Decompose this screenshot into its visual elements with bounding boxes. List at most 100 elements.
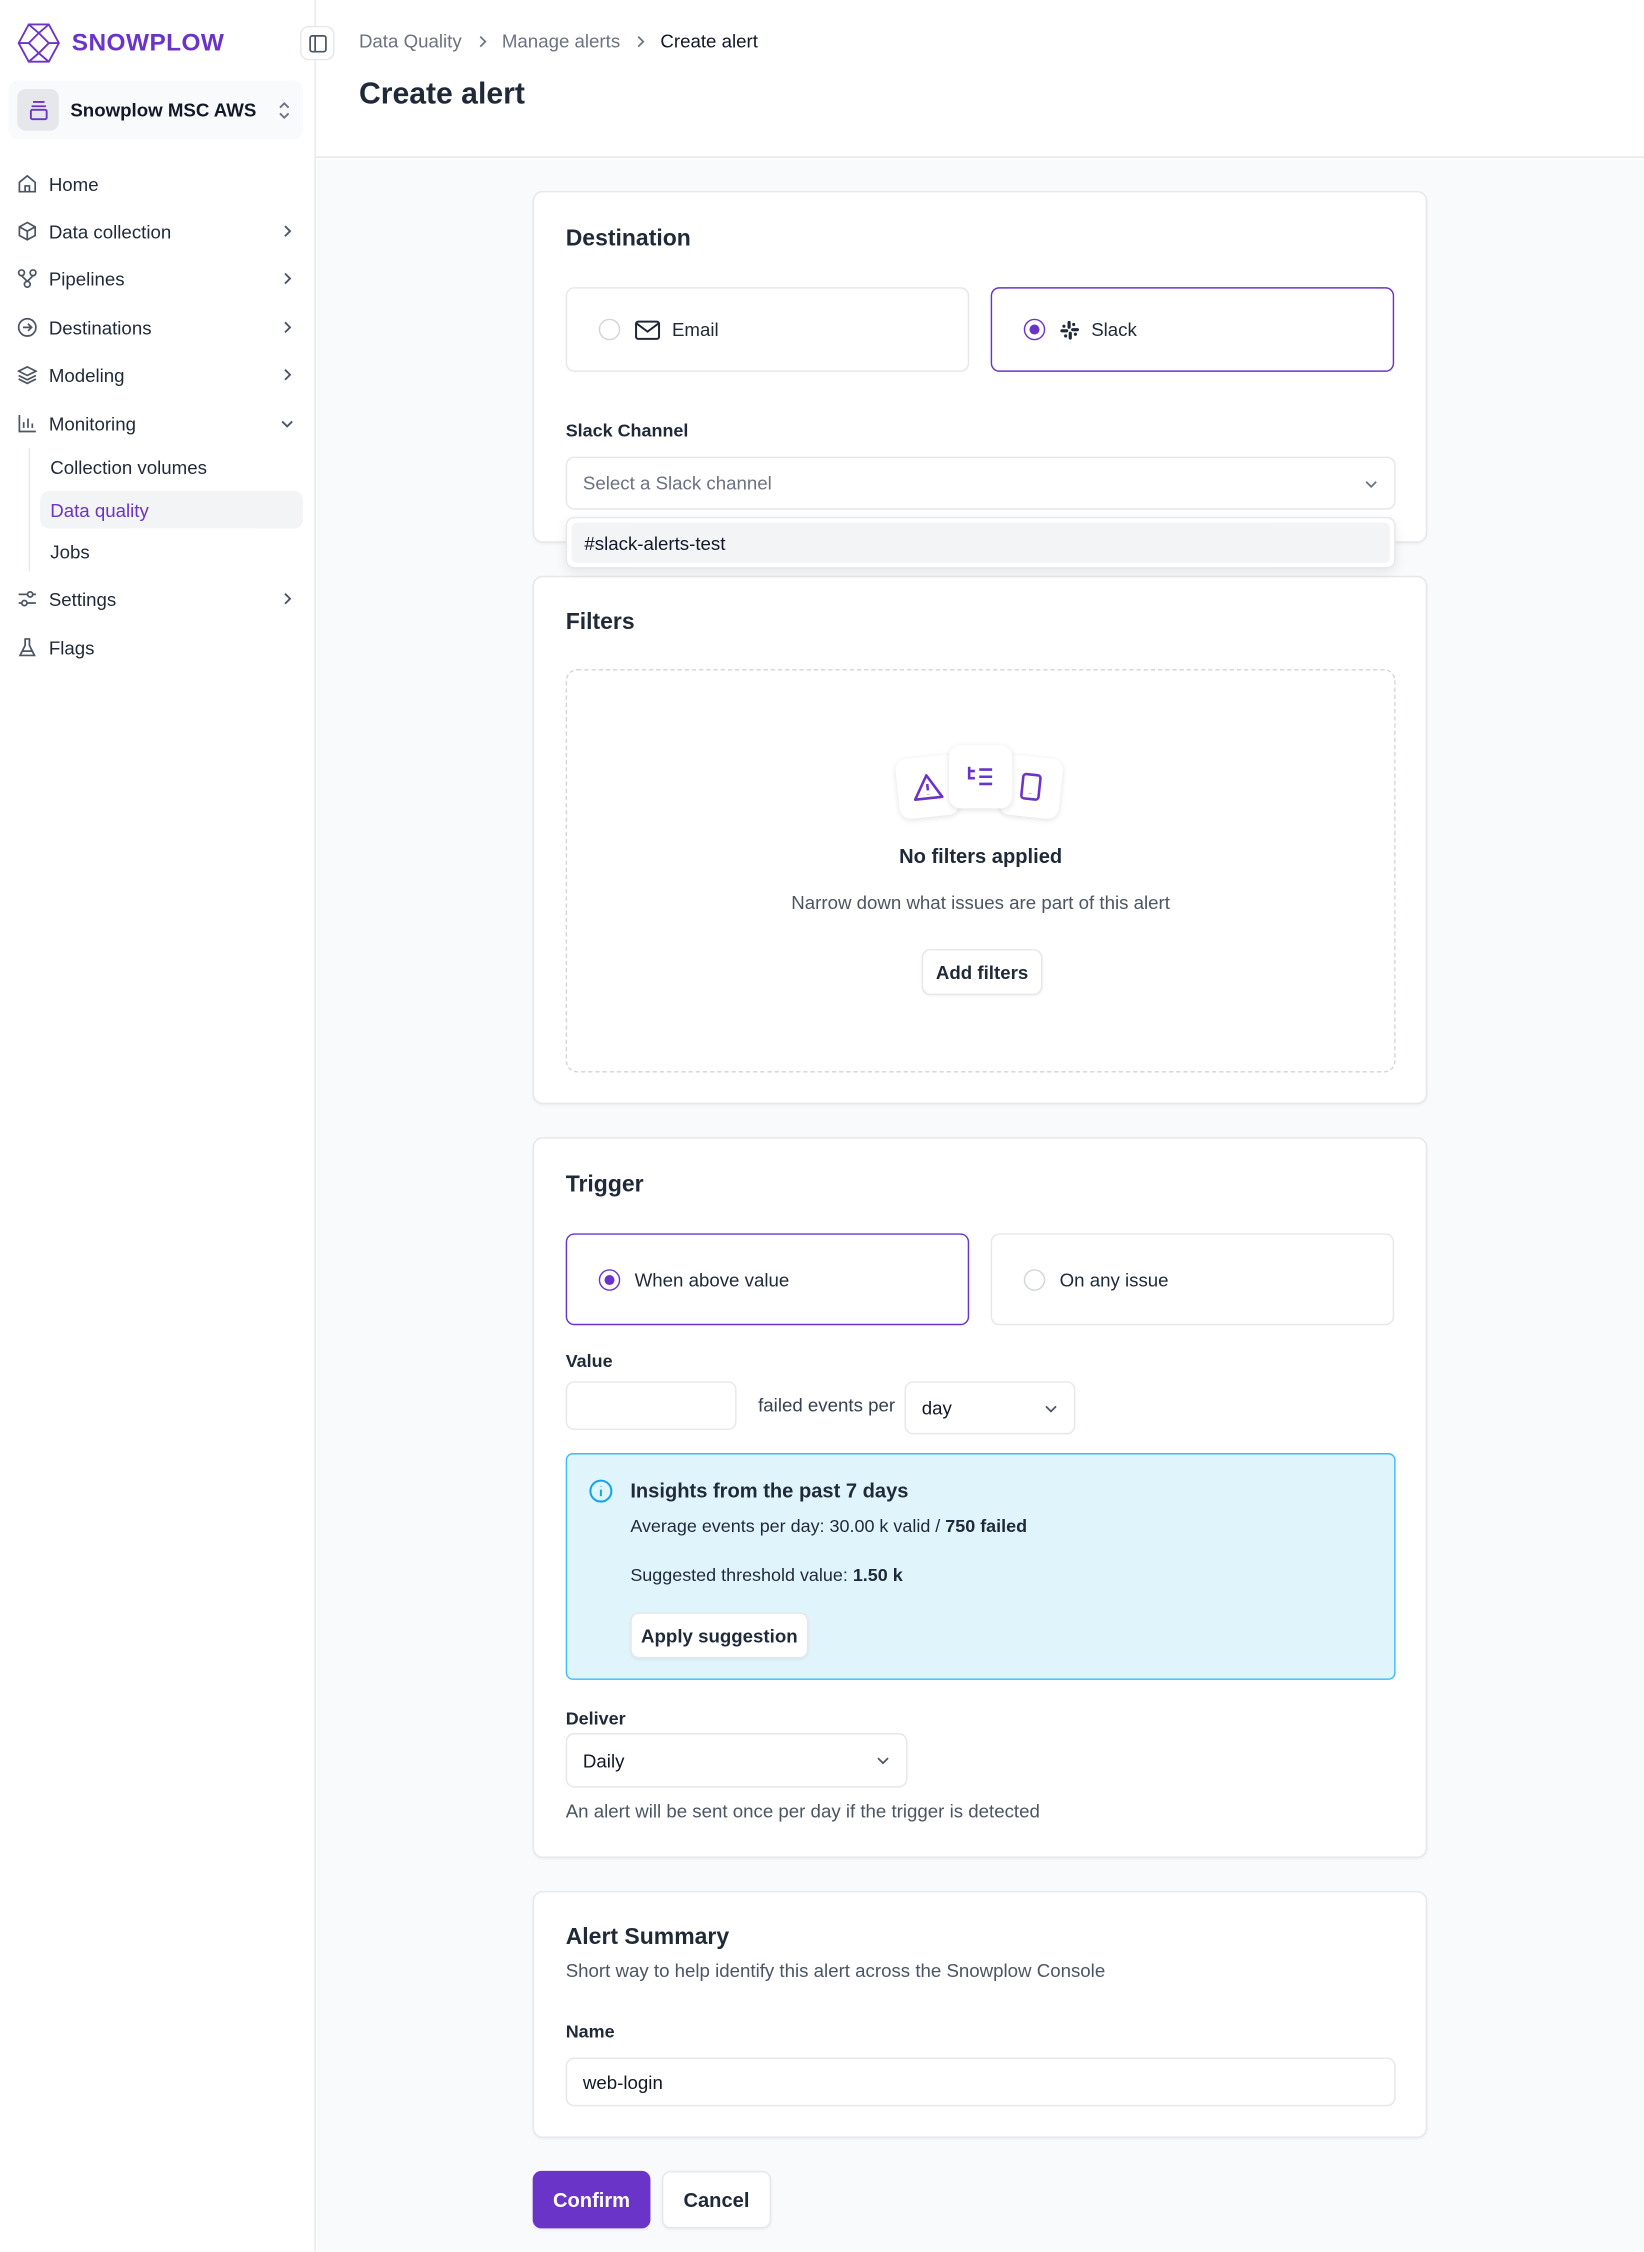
sidebar-item-data-quality[interactable]: Data quality <box>40 491 303 529</box>
sidebar-toggle-button[interactable] <box>300 25 335 61</box>
sidebar-item-label: Data collection <box>48 220 172 242</box>
radio-email[interactable] <box>598 318 621 341</box>
radio-any-issue[interactable] <box>1023 1268 1046 1291</box>
radio-above-value[interactable] <box>598 1268 621 1291</box>
insights-suggestion: Suggested threshold value: 1.50 k <box>630 1565 902 1585</box>
arrow-circle-icon <box>17 317 37 337</box>
deliver-help: An alert will be sent once per day if th… <box>565 1800 1040 1823</box>
chevron-right-icon <box>637 35 645 47</box>
option-label: On any issue <box>1059 1268 1169 1291</box>
sidebar-item-label: Jobs <box>50 540 90 563</box>
sidebar-item-label: Flags <box>48 636 95 659</box>
sidebar-item-settings[interactable]: Settings <box>9 580 303 617</box>
sidebar-item-label: Settings <box>48 587 117 610</box>
slack-channel-dropdown: #slack-alerts-test <box>565 516 1396 569</box>
section-title: Destination <box>565 226 691 252</box>
device-tile <box>997 753 1065 820</box>
home-icon <box>18 174 37 193</box>
option-label: Email <box>671 318 719 341</box>
filters-empty-state: No filters applied Narrow down what issu… <box>565 669 1396 1073</box>
trigger-card: Trigger When above value On any issue Va… <box>532 1137 1428 1858</box>
cube-icon <box>18 221 37 241</box>
sliders-icon <box>18 590 36 607</box>
empty-text: Narrow down what issues are part of this… <box>791 891 1170 914</box>
sidebar: SNOWPLOW Snowplow MSC AWS Home Data coll… <box>0 0 316 2252</box>
chevron-right-icon <box>284 369 292 381</box>
average-failed: 750 failed <box>945 1516 1028 1537</box>
radio-slack[interactable] <box>1023 318 1046 341</box>
sidebar-item-data-collection[interactable]: Data collection <box>9 212 303 249</box>
trigger-option-any-issue[interactable]: On any issue <box>990 1233 1395 1326</box>
trigger-option-above-value[interactable]: When above value <box>565 1233 970 1326</box>
dropdown-option[interactable]: #slack-alerts-test <box>571 522 1390 563</box>
cancel-button[interactable]: Cancel <box>661 2170 772 2229</box>
sidebar-item-modeling[interactable]: Modeling <box>9 356 303 393</box>
apply-suggestion-button[interactable]: Apply suggestion <box>630 1612 809 1659</box>
sidebar-panel-icon <box>308 34 327 52</box>
sidebar-item-destinations[interactable]: Destinations <box>9 309 303 346</box>
sidebar-item-label: Destinations <box>48 316 152 339</box>
per-text: failed events per <box>758 1394 896 1416</box>
section-title: Alert Summary <box>565 1925 730 1950</box>
page-header <box>315 0 1644 158</box>
sidebar-item-label: Data quality <box>50 498 149 521</box>
sidebar-item-jobs[interactable]: Jobs <box>40 533 303 570</box>
warning-icon <box>913 774 944 801</box>
logo[interactable]: SNOWPLOW <box>17 23 224 63</box>
breadcrumb-data-quality[interactable]: Data Quality <box>358 30 462 52</box>
sidebar-item-flags[interactable]: Flags <box>9 629 303 666</box>
flask-icon <box>18 638 36 657</box>
section-subtitle: Short way to help identify this alert ac… <box>565 1959 1106 1982</box>
insights-average: Average events per day: 30.00 k valid / … <box>630 1516 1027 1536</box>
sidebar-item-home[interactable]: Home <box>9 165 303 202</box>
org-switcher[interactable]: Snowplow MSC AWS <box>8 80 303 140</box>
sidebar-item-collection-volumes[interactable]: Collection volumes <box>40 448 303 485</box>
option-label: When above value <box>634 1268 790 1291</box>
list-tile <box>949 745 1013 809</box>
sidebar-item-label: Home <box>48 173 99 195</box>
tablet-icon <box>1020 772 1042 801</box>
sidebar-item-pipelines[interactable]: Pipelines <box>9 260 303 297</box>
average-text: Average events per day: 30.00 k valid / <box>630 1516 946 1537</box>
name-input[interactable]: web-login <box>565 2057 1396 2107</box>
bar-chart-icon <box>18 414 36 433</box>
chevron-right-icon <box>284 225 292 237</box>
sidebar-item-label: Monitoring <box>48 412 136 435</box>
mail-icon <box>635 319 661 340</box>
destination-option-slack[interactable]: Slack <box>990 287 1395 372</box>
sidebar-item-label: Pipelines <box>48 267 125 290</box>
confirm-button[interactable]: Confirm <box>532 2170 651 2229</box>
option-label: Slack <box>1091 318 1137 341</box>
select-value: day <box>921 1397 952 1419</box>
submenu-line <box>28 447 31 572</box>
slack-channel-select[interactable]: Select a Slack channel <box>565 456 1396 510</box>
deliver-select[interactable]: Daily <box>565 1733 908 1788</box>
chevron-down-icon <box>281 420 293 428</box>
select-placeholder: Select a Slack channel <box>582 472 772 494</box>
destination-option-email[interactable]: Email <box>565 287 970 372</box>
page-title: Create alert <box>358 77 525 111</box>
pipeline-icon <box>17 269 37 289</box>
chevron-up-down-icon <box>279 101 290 119</box>
chevron-right-icon <box>284 593 292 605</box>
info-icon <box>589 1479 613 1503</box>
brand-name: SNOWPLOW <box>71 28 225 56</box>
breadcrumb: Data Quality Manage alerts Create alert <box>359 30 758 52</box>
sidebar-item-monitoring[interactable]: Monitoring <box>9 405 303 442</box>
breadcrumb-create-alert: Create alert <box>660 30 758 52</box>
suggest-text: Suggested threshold value: <box>630 1565 853 1586</box>
value-input[interactable] <box>565 1381 737 1431</box>
chevron-down-icon <box>877 1757 889 1765</box>
value-label: Value <box>565 1351 613 1372</box>
warning-tile <box>894 753 961 820</box>
add-filters-button[interactable]: Add filters <box>921 949 1043 996</box>
period-select[interactable]: day <box>904 1381 1076 1435</box>
name-label: Name <box>565 2021 615 2042</box>
org-icon <box>17 89 59 131</box>
name-value: web-login <box>582 2071 663 2093</box>
slack-icon <box>1060 320 1080 339</box>
deliver-label: Deliver <box>565 1708 626 1729</box>
sidebar-item-label: Collection volumes <box>50 455 207 478</box>
breadcrumb-manage-alerts[interactable]: Manage alerts <box>501 30 621 52</box>
destination-card: Destination Email Slack Slack Channel Se… <box>532 190 1428 543</box>
